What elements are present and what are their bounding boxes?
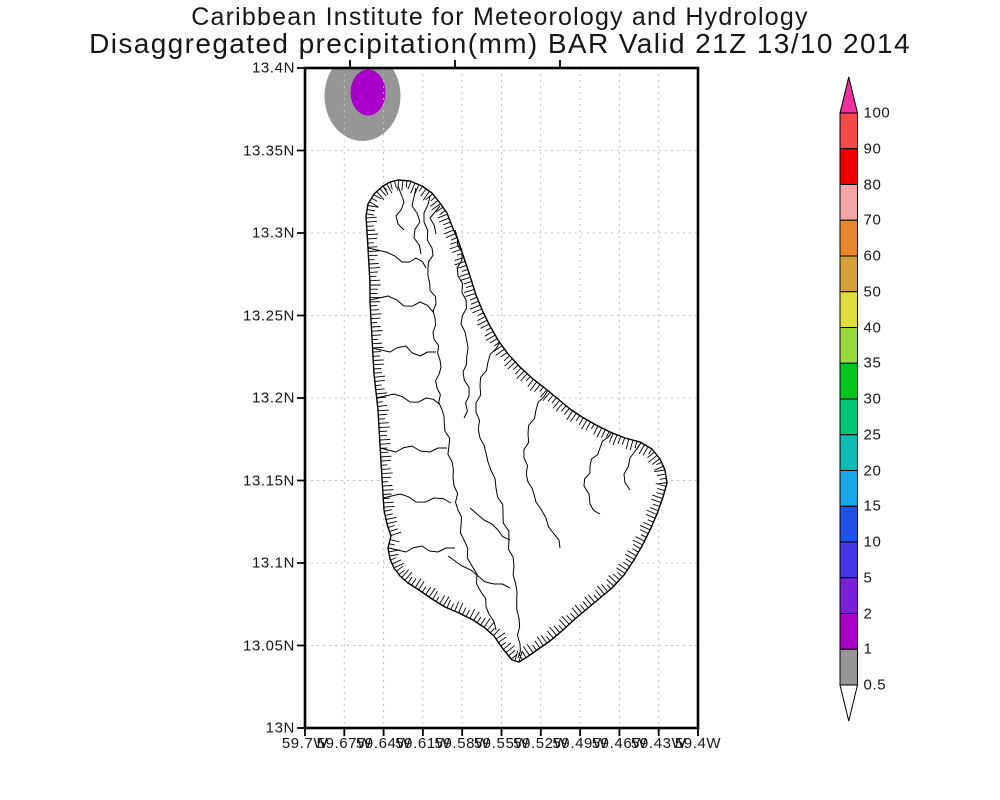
interior-watershed-boundaries [367, 185, 642, 659]
colorbar-overflow-arrow-top [839, 76, 859, 114]
precip-band-1-2mm [350, 69, 386, 116]
colorbar-tick-label: 5 [863, 569, 873, 587]
lon-tick-label: 59.4W [674, 735, 722, 752]
colorbar-segment [839, 327, 858, 364]
axis-tick-marks [297, 60, 699, 736]
lon-tick-label: 59.64W [355, 735, 412, 752]
colorbar-segment [839, 219, 858, 257]
lon-tick-label: 59.61W [395, 735, 451, 752]
colorbar-segment [839, 648, 858, 686]
lon-tick-label: 59.46W [591, 735, 648, 752]
lon-tick-label: 59.52W [513, 735, 569, 752]
lon-tick-label: 59.49W [552, 735, 608, 752]
colorbar-segment [839, 112, 858, 150]
colorbar-tick-label: 50 [863, 283, 882, 301]
colorbar-segment [839, 148, 858, 185]
colorbar-tick-label: 100 [863, 104, 891, 122]
colorbar-segment [839, 541, 858, 579]
lat-tick-label: 13.05N [243, 637, 295, 654]
colorbar-segment [839, 291, 858, 328]
lat-tick-label: 13.4N [251, 59, 295, 77]
colorbar-tick-label: 10 [863, 533, 882, 551]
colorbar-segment [839, 362, 858, 400]
colorbar-tick-label: 20 [863, 462, 882, 479]
colorbar-tick-label: 40 [863, 319, 882, 336]
coastal-watershed-hatching [366, 179, 667, 663]
colorbar-tick-label: 0.5 [863, 676, 887, 694]
colorbar-tick-label: 35 [863, 354, 882, 372]
lat-tick-label: 13.15N [243, 472, 295, 489]
colorbar-segment [839, 613, 858, 650]
colorbar-tick-label: 70 [863, 211, 882, 229]
colorbar-tick-label: 30 [863, 390, 882, 408]
lat-tick-label: 13.1N [251, 554, 295, 572]
colorbar-tick-label: 60 [863, 247, 882, 265]
colorbar-segment [839, 577, 858, 614]
lon-tick-label: 59.55W [473, 735, 530, 752]
colorbar-tick-label: 15 [863, 497, 882, 515]
colorbar-segment [839, 470, 858, 507]
colorbar-tick-label: 80 [863, 176, 882, 193]
plot-title-institution: Caribbean Institute for Meteorology and … [191, 3, 809, 31]
colorbar-tick-label: 1 [863, 640, 873, 658]
colorbar-tick-label: 90 [863, 140, 882, 158]
colorbar-segment [839, 184, 858, 221]
colorbar-segment [839, 434, 858, 471]
precip-cell [324, 68, 401, 141]
lon-tick-label: 59.58W [434, 735, 490, 752]
lon-tick-label: 59.67W [316, 735, 372, 752]
colorbar-tick-label: 2 [863, 605, 873, 622]
colorbar-tick-label: 25 [863, 426, 882, 444]
colorbar-segment [839, 398, 858, 436]
lat-tick-label: 13.25N [243, 307, 295, 324]
lat-tick-label: 13N [265, 719, 295, 737]
colorbar-segment [839, 505, 858, 543]
lat-tick-label: 13.35N [243, 142, 295, 159]
colorbar-underflow-arrow-bottom [839, 684, 859, 722]
lat-tick-label: 13.3N [251, 224, 295, 242]
lon-tick-label: 59.7W [281, 735, 329, 752]
colorbar-segment [839, 255, 858, 293]
lat-tick-label: 13.2N [251, 389, 295, 407]
colorbar [839, 76, 859, 722]
plot-title-variable: Disaggregated precipitation(mm) BAR Vali… [89, 28, 911, 59]
lon-tick-label: 59.43W [631, 735, 687, 752]
